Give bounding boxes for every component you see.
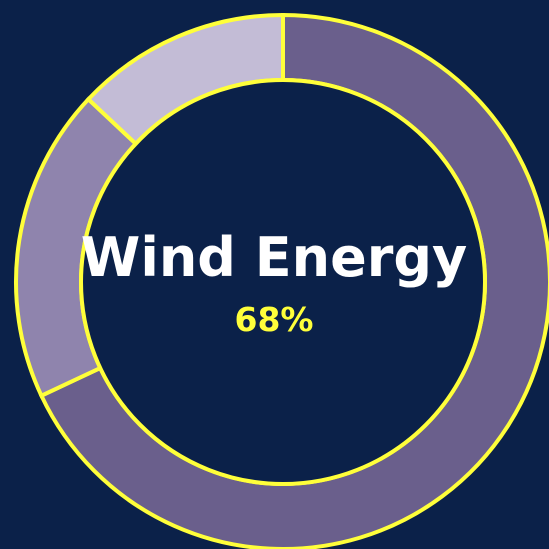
center-value: 68% — [235, 300, 314, 339]
donut-hole — [79, 78, 487, 486]
center-title: Wind Energy — [81, 226, 467, 289]
